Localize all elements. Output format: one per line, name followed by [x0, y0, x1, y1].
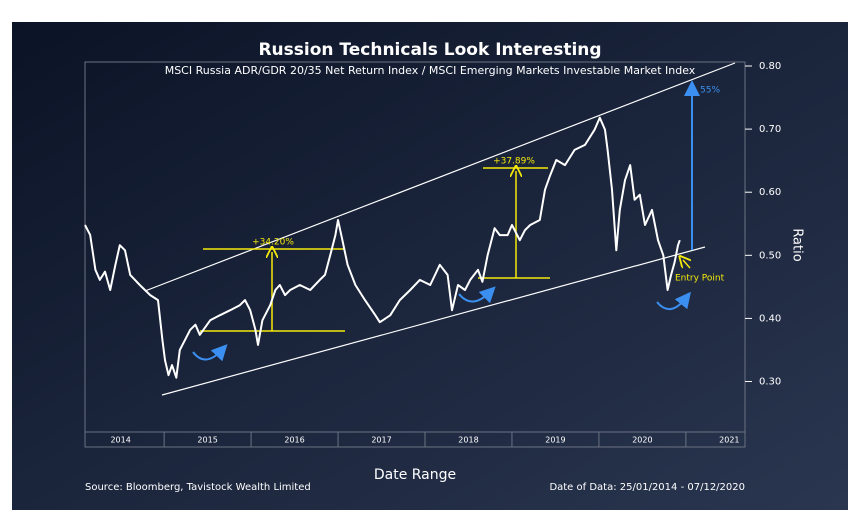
- gain-label: +34.20%: [252, 238, 294, 248]
- y-tick-label: 0.80: [759, 61, 781, 72]
- chart-subtitle: MSCI Russia ADR/GDR 20/35 Net Return Ind…: [165, 64, 696, 77]
- plot-frame: [84, 61, 746, 448]
- y-tick-label: 0.40: [759, 313, 781, 324]
- x-tick-label: 2018: [458, 436, 478, 445]
- data-line: [84, 116, 681, 379]
- measure-2: [478, 168, 550, 279]
- chart-title: Russion Technicals Look Interesting: [258, 40, 601, 60]
- curved-arrows: [192, 286, 692, 362]
- x-tick-label: 2014: [110, 436, 130, 445]
- panel: [12, 22, 848, 510]
- lower-trendline: [161, 246, 706, 396]
- x-tick-label: 2020: [632, 436, 652, 445]
- x-axis-label: Date Range: [374, 467, 456, 483]
- y-tick-label: 0.70: [759, 124, 781, 135]
- x-tick-label: 2017: [371, 436, 391, 445]
- x-tick-label: 2021: [719, 436, 739, 445]
- y-tick-label: 0.30: [759, 377, 781, 388]
- entry-label: Entry Point: [675, 274, 725, 284]
- gain-label: +37.89%: [493, 157, 535, 167]
- target-label: 55%: [700, 86, 720, 96]
- x-tick-label: 2019: [545, 436, 565, 445]
- y-tick-label: 0.50: [759, 250, 781, 261]
- measure-1: [200, 249, 345, 332]
- source: Source: Bloomberg, Tavistock Wealth Limi…: [85, 482, 311, 493]
- upper-trendline: [144, 62, 736, 292]
- y-tick-label: 0.60: [759, 187, 781, 198]
- x-tick-label: 2016: [284, 436, 304, 445]
- date-note: Date of Data: 25/01/2014 - 07/12/2020: [549, 482, 745, 493]
- entry-arrow: [683, 260, 690, 269]
- x-tick-label: 2015: [197, 436, 217, 445]
- y-axis-label: Ratio: [790, 228, 805, 261]
